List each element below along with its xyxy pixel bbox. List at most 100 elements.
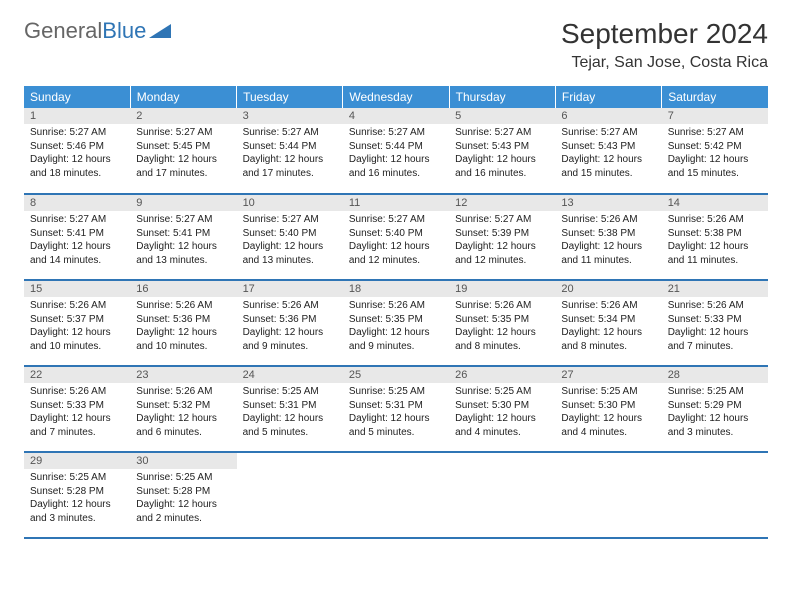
day-details: Sunrise: 5:26 AMSunset: 5:37 PMDaylight:… <box>24 297 130 357</box>
calendar-cell: 14Sunrise: 5:26 AMSunset: 5:38 PMDayligh… <box>662 194 768 280</box>
day-number: 15 <box>24 281 130 297</box>
logo-text-gray: General <box>24 18 102 44</box>
daylight-line: Daylight: 12 hours and 16 minutes. <box>349 153 443 180</box>
calendar-cell: 18Sunrise: 5:26 AMSunset: 5:35 PMDayligh… <box>343 280 449 366</box>
sunrise-line: Sunrise: 5:26 AM <box>668 299 762 313</box>
day-number: 21 <box>662 281 768 297</box>
calendar-row: 8Sunrise: 5:27 AMSunset: 5:41 PMDaylight… <box>24 194 768 280</box>
title-block: September 2024 Tejar, San Jose, Costa Ri… <box>561 18 768 72</box>
day-number: 16 <box>130 281 236 297</box>
sunset-line: Sunset: 5:30 PM <box>561 399 655 413</box>
daylight-line: Daylight: 12 hours and 10 minutes. <box>136 326 230 353</box>
sunrise-line: Sunrise: 5:26 AM <box>668 213 762 227</box>
daylight-line: Daylight: 12 hours and 3 minutes. <box>668 412 762 439</box>
sunrise-line: Sunrise: 5:25 AM <box>455 385 549 399</box>
sunrise-line: Sunrise: 5:27 AM <box>455 213 549 227</box>
day-number: 7 <box>662 108 768 124</box>
calendar-cell <box>449 452 555 538</box>
day-number: 12 <box>449 195 555 211</box>
weekday-header: Tuesday <box>237 86 343 108</box>
day-number: 26 <box>449 367 555 383</box>
sunrise-line: Sunrise: 5:27 AM <box>243 213 337 227</box>
weekday-header: Monday <box>130 86 236 108</box>
day-details: Sunrise: 5:26 AMSunset: 5:34 PMDaylight:… <box>555 297 661 357</box>
day-number: 6 <box>555 108 661 124</box>
calendar-cell: 10Sunrise: 5:27 AMSunset: 5:40 PMDayligh… <box>237 194 343 280</box>
sunset-line: Sunset: 5:28 PM <box>30 485 124 499</box>
calendar-cell: 1Sunrise: 5:27 AMSunset: 5:46 PMDaylight… <box>24 108 130 194</box>
sunset-line: Sunset: 5:31 PM <box>349 399 443 413</box>
calendar-cell <box>237 452 343 538</box>
calendar-row: 1Sunrise: 5:27 AMSunset: 5:46 PMDaylight… <box>24 108 768 194</box>
calendar-body: 1Sunrise: 5:27 AMSunset: 5:46 PMDaylight… <box>24 108 768 538</box>
day-details: Sunrise: 5:25 AMSunset: 5:28 PMDaylight:… <box>130 469 236 529</box>
day-details: Sunrise: 5:26 AMSunset: 5:35 PMDaylight:… <box>449 297 555 357</box>
day-details: Sunrise: 5:27 AMSunset: 5:40 PMDaylight:… <box>343 211 449 271</box>
day-details: Sunrise: 5:26 AMSunset: 5:38 PMDaylight:… <box>555 211 661 271</box>
day-details: Sunrise: 5:27 AMSunset: 5:41 PMDaylight:… <box>24 211 130 271</box>
sunrise-line: Sunrise: 5:26 AM <box>561 299 655 313</box>
sunrise-line: Sunrise: 5:27 AM <box>136 126 230 140</box>
daylight-line: Daylight: 12 hours and 2 minutes. <box>136 498 230 525</box>
logo: GeneralBlue <box>24 18 171 44</box>
calendar-cell <box>662 452 768 538</box>
sunrise-line: Sunrise: 5:27 AM <box>349 126 443 140</box>
day-number: 8 <box>24 195 130 211</box>
daylight-line: Daylight: 12 hours and 9 minutes. <box>349 326 443 353</box>
day-details: Sunrise: 5:27 AMSunset: 5:42 PMDaylight:… <box>662 124 768 184</box>
sunset-line: Sunset: 5:41 PM <box>136 227 230 241</box>
sunset-line: Sunset: 5:38 PM <box>561 227 655 241</box>
day-details: Sunrise: 5:26 AMSunset: 5:32 PMDaylight:… <box>130 383 236 443</box>
day-number: 11 <box>343 195 449 211</box>
daylight-line: Daylight: 12 hours and 7 minutes. <box>30 412 124 439</box>
day-number: 13 <box>555 195 661 211</box>
sunrise-line: Sunrise: 5:25 AM <box>561 385 655 399</box>
sunset-line: Sunset: 5:35 PM <box>455 313 549 327</box>
logo-text-blue: Blue <box>102 18 146 44</box>
sunset-line: Sunset: 5:44 PM <box>243 140 337 154</box>
calendar-table: SundayMondayTuesdayWednesdayThursdayFrid… <box>24 86 768 539</box>
daylight-line: Daylight: 12 hours and 5 minutes. <box>243 412 337 439</box>
calendar-cell: 3Sunrise: 5:27 AMSunset: 5:44 PMDaylight… <box>237 108 343 194</box>
day-details: Sunrise: 5:26 AMSunset: 5:35 PMDaylight:… <box>343 297 449 357</box>
day-details: Sunrise: 5:26 AMSunset: 5:36 PMDaylight:… <box>237 297 343 357</box>
weekday-header: Friday <box>555 86 661 108</box>
daylight-line: Daylight: 12 hours and 8 minutes. <box>455 326 549 353</box>
calendar-cell: 5Sunrise: 5:27 AMSunset: 5:43 PMDaylight… <box>449 108 555 194</box>
sunrise-line: Sunrise: 5:25 AM <box>349 385 443 399</box>
calendar-cell: 28Sunrise: 5:25 AMSunset: 5:29 PMDayligh… <box>662 366 768 452</box>
calendar-cell: 27Sunrise: 5:25 AMSunset: 5:30 PMDayligh… <box>555 366 661 452</box>
sunrise-line: Sunrise: 5:27 AM <box>455 126 549 140</box>
sunset-line: Sunset: 5:39 PM <box>455 227 549 241</box>
sunrise-line: Sunrise: 5:26 AM <box>30 385 124 399</box>
sunset-line: Sunset: 5:40 PM <box>243 227 337 241</box>
calendar-cell: 22Sunrise: 5:26 AMSunset: 5:33 PMDayligh… <box>24 366 130 452</box>
month-title: September 2024 <box>561 18 768 50</box>
sunrise-line: Sunrise: 5:27 AM <box>136 213 230 227</box>
day-number: 2 <box>130 108 236 124</box>
day-details: Sunrise: 5:26 AMSunset: 5:33 PMDaylight:… <box>662 297 768 357</box>
day-details: Sunrise: 5:26 AMSunset: 5:36 PMDaylight:… <box>130 297 236 357</box>
daylight-line: Daylight: 12 hours and 3 minutes. <box>30 498 124 525</box>
calendar-cell: 8Sunrise: 5:27 AMSunset: 5:41 PMDaylight… <box>24 194 130 280</box>
calendar-cell: 11Sunrise: 5:27 AMSunset: 5:40 PMDayligh… <box>343 194 449 280</box>
sunrise-line: Sunrise: 5:27 AM <box>561 126 655 140</box>
day-details: Sunrise: 5:25 AMSunset: 5:30 PMDaylight:… <box>555 383 661 443</box>
sunrise-line: Sunrise: 5:25 AM <box>136 471 230 485</box>
sunset-line: Sunset: 5:33 PM <box>30 399 124 413</box>
calendar-cell: 25Sunrise: 5:25 AMSunset: 5:31 PMDayligh… <box>343 366 449 452</box>
day-details: Sunrise: 5:26 AMSunset: 5:33 PMDaylight:… <box>24 383 130 443</box>
sunrise-line: Sunrise: 5:27 AM <box>30 126 124 140</box>
calendar-cell: 4Sunrise: 5:27 AMSunset: 5:44 PMDaylight… <box>343 108 449 194</box>
calendar-cell: 17Sunrise: 5:26 AMSunset: 5:36 PMDayligh… <box>237 280 343 366</box>
sunset-line: Sunset: 5:28 PM <box>136 485 230 499</box>
daylight-line: Daylight: 12 hours and 17 minutes. <box>136 153 230 180</box>
day-details: Sunrise: 5:25 AMSunset: 5:30 PMDaylight:… <box>449 383 555 443</box>
calendar-cell: 2Sunrise: 5:27 AMSunset: 5:45 PMDaylight… <box>130 108 236 194</box>
daylight-line: Daylight: 12 hours and 12 minutes. <box>349 240 443 267</box>
day-number: 17 <box>237 281 343 297</box>
sunset-line: Sunset: 5:37 PM <box>30 313 124 327</box>
calendar-cell: 24Sunrise: 5:25 AMSunset: 5:31 PMDayligh… <box>237 366 343 452</box>
daylight-line: Daylight: 12 hours and 7 minutes. <box>668 326 762 353</box>
sunset-line: Sunset: 5:41 PM <box>30 227 124 241</box>
